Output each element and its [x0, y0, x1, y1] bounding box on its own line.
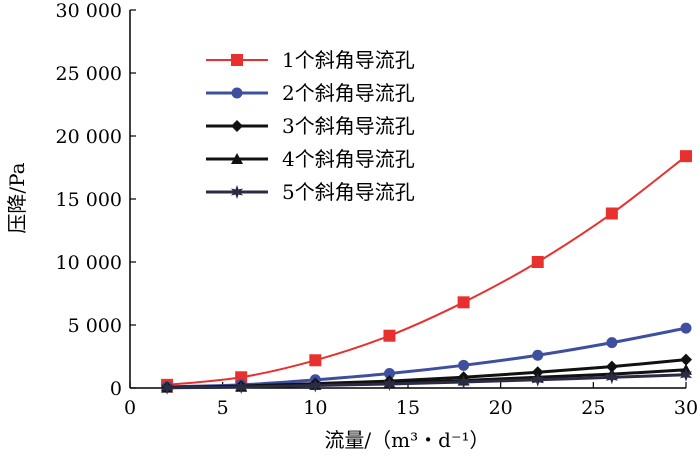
data-point: [680, 322, 692, 334]
legend-marker: [230, 185, 244, 199]
legend-label: 2个斜角导流孔: [282, 81, 415, 105]
series-line: [166, 155, 687, 386]
x-tick-label: 20: [489, 397, 513, 419]
y-tick-label: 15 000: [56, 189, 122, 211]
y-tick-label: 30 000: [56, 0, 122, 22]
x-axis-title: 流量/（m³・d⁻¹）: [324, 428, 489, 452]
legend: 1个斜角导流孔 2个斜角导流孔 3个斜角导流孔 4个斜角导流孔 5个斜角导流孔: [206, 48, 415, 204]
data-point: [605, 207, 618, 220]
legend-entry: 3个斜角导流孔: [206, 114, 415, 138]
series-1: [161, 150, 692, 391]
legend-marker: [231, 87, 243, 99]
data-point: [605, 370, 618, 385]
legend-marker: [231, 153, 243, 164]
data-point: [457, 296, 470, 309]
data-point: [531, 256, 544, 268]
x-tick-label: 10: [303, 397, 327, 419]
x-tick-label: 25: [581, 397, 605, 419]
data-point: [383, 376, 396, 391]
data-point: [605, 360, 618, 373]
legend-entry: 5个斜角导流孔: [206, 180, 415, 204]
axes: 0 5 10 15 20 25 30 0 5 000 10 000 15 000 20 000 25 0…: [56, 0, 699, 419]
y-tick-label: 20 000: [56, 126, 122, 148]
data-point: [309, 378, 322, 393]
series-layer: [161, 150, 693, 395]
y-tick-label: 25 000: [56, 63, 122, 85]
x-tick-label: 0: [124, 397, 136, 419]
data-point: [606, 337, 618, 349]
data-point: [383, 368, 395, 380]
data-point: [680, 353, 692, 366]
data-point: [235, 379, 248, 394]
data-point: [457, 374, 470, 389]
x-tick-label: 5: [217, 397, 229, 419]
legend-label: 4个斜角导流孔: [282, 147, 415, 171]
data-point: [309, 354, 322, 367]
legend-entry: 4个斜角导流孔: [206, 147, 415, 171]
legend-entry: 2个斜角导流孔: [206, 81, 415, 105]
data-point: [383, 329, 396, 342]
data-point: [532, 349, 544, 361]
legend-label: 1个斜角导流孔: [282, 48, 415, 72]
data-point: [161, 380, 174, 395]
y-axis-title: 压降/Pa: [5, 162, 29, 233]
data-point: [531, 372, 544, 387]
legend-entry: 1个斜角导流孔: [206, 48, 415, 72]
data-point: [680, 150, 692, 163]
data-point: [458, 359, 470, 371]
x-tick-label: 30: [674, 397, 698, 419]
legend-label: 5个斜角导流孔: [282, 180, 415, 204]
y-tick-label: 5 000: [68, 315, 122, 337]
series-line: [167, 373, 687, 390]
series-5: [161, 367, 693, 395]
y-tick-label: 10 000: [56, 252, 122, 274]
legend-marker: [231, 120, 243, 132]
legend-marker: [231, 54, 243, 66]
x-tick-label: 15: [396, 397, 420, 419]
data-point: [679, 367, 693, 382]
legend-label: 3个斜角导流孔: [282, 114, 415, 138]
y-tick-label: 0: [110, 378, 122, 400]
